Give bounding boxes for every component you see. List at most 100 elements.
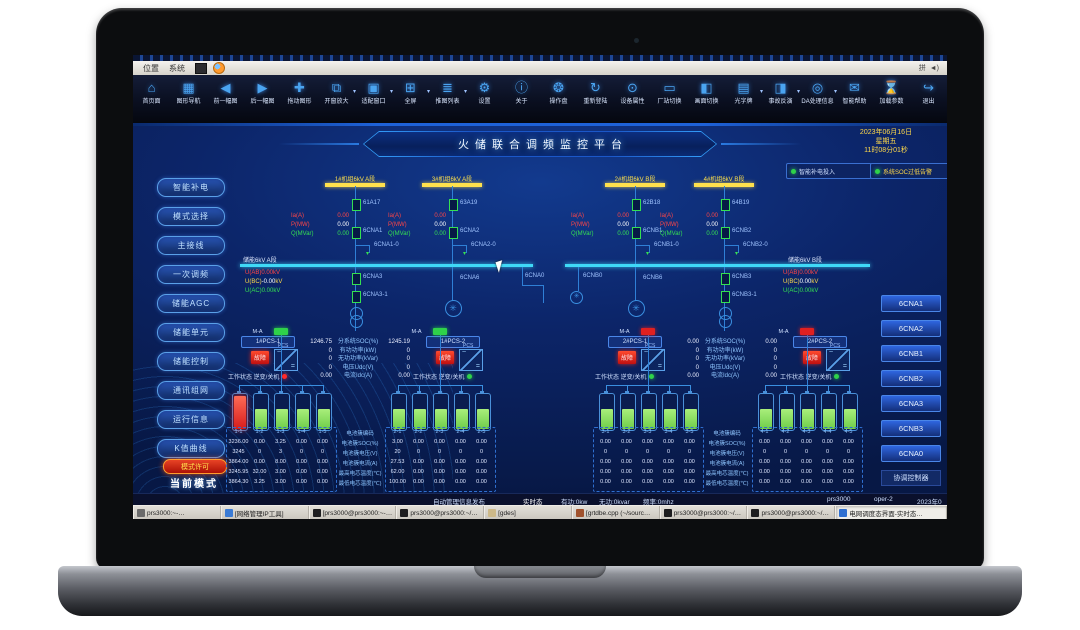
switch-state-box[interactable] (273, 328, 288, 335)
battery-cell[interactable] (640, 391, 657, 431)
battery-cell[interactable] (619, 391, 636, 431)
toolbar-button-da-info[interactable]: ◎ DA处理信息 ▾ (799, 75, 837, 123)
toolbar-button-light-board[interactable]: ▤ 光字牌 ▾ (725, 75, 763, 123)
chevron-down-icon[interactable]: ▾ (426, 89, 430, 95)
chevron-down-icon[interactable]: ▾ (352, 89, 356, 95)
toolbar-button-station-switch[interactable]: ▭ 厂站切换 (651, 75, 688, 123)
chevron-down-icon[interactable]: ▾ (759, 89, 763, 95)
battery-cell[interactable] (778, 391, 795, 431)
indicator-1[interactable]: 系统SOC过低告警 (870, 163, 947, 179)
pcs-converter-icon[interactable]: ~ = (826, 349, 850, 371)
taskbar-item-7[interactable]: prs3000@prs3000:~/… (747, 506, 836, 519)
unit-button-6CNA2[interactable]: 6CNA2 (881, 320, 941, 337)
mode-permission-badge[interactable]: 模式许可 (163, 459, 227, 474)
toolbar-button-home[interactable]: ⌂ 首页面 (133, 75, 170, 123)
toolbar-button-load-params[interactable]: ⌛ 加载参数 (873, 75, 910, 123)
battery-cell[interactable] (315, 391, 332, 431)
toolbar-button-operation-panel[interactable]: ❂ 操作盘 (540, 75, 577, 123)
sidebar-item-7[interactable]: 储能控制 (157, 352, 225, 371)
sidebar-item-3[interactable]: 主接线 (157, 236, 225, 255)
breaker-symbol[interactable] (631, 199, 641, 211)
battery-cell[interactable] (820, 391, 837, 431)
unit-button-6CNA3[interactable]: 6CNA3 (881, 395, 941, 412)
sidebar-item-6[interactable]: 储能单元 (157, 323, 225, 342)
unit-button-6CNB2[interactable]: 6CNB2 (881, 370, 941, 387)
battery-cell[interactable] (273, 391, 290, 431)
toolbar-button-smart-help[interactable]: ✉ 智能帮助 (836, 75, 873, 123)
toolbar-button-prev-view[interactable]: ◀ 前一幅图 (207, 75, 244, 123)
chevron-down-icon[interactable]: ▾ (463, 89, 467, 95)
toolbar-button-incident-replay[interactable]: ◨ 事故反演 ▾ (762, 75, 800, 123)
sidebar-item-5[interactable]: 储能AGC (157, 294, 225, 313)
breaker-symbol[interactable] (448, 227, 458, 239)
switch-state-box[interactable] (799, 328, 814, 335)
chevron-down-icon[interactable]: ▾ (833, 89, 837, 95)
toolbar-button-fullscreen[interactable]: ⊞ 全屏 ▾ (392, 75, 430, 123)
sidebar-item-2[interactable]: 模式选择 (157, 207, 225, 226)
taskbar-item-3[interactable]: prs3000@prs3000:~/… (396, 506, 485, 519)
breaker-symbol[interactable] (351, 227, 361, 239)
toolbar-button-device-props[interactable]: ⊙ 设备属性 (614, 75, 651, 123)
coordination-controller-label[interactable]: 协调控制器 (881, 470, 941, 486)
unit-button-6CNA0[interactable]: 6CNA0 (881, 445, 941, 462)
breaker-symbol[interactable] (720, 227, 730, 239)
battery-cell[interactable] (757, 391, 774, 431)
toolbar-button-fit-window[interactable]: ▣ 适配窗口 ▾ (355, 75, 393, 123)
pcs-converter-icon[interactable]: ~ = (641, 349, 665, 371)
battery-cell[interactable] (390, 391, 407, 431)
taskbar-item-1[interactable]: [网络管理IP工具] (220, 506, 309, 519)
toolbar-button-exit[interactable]: ↪ 退出 (910, 75, 947, 123)
menu-places[interactable]: 位置 (143, 63, 159, 73)
breaker-symbol[interactable] (720, 291, 730, 303)
taskbar-item-8[interactable]: 电网调度态界面-实时态… (835, 506, 947, 519)
battery-cell-alarm[interactable] (231, 391, 248, 431)
volume-icon[interactable]: ◄) (929, 64, 939, 72)
battery-cell[interactable] (453, 391, 470, 431)
toolbar-button-zoom-window[interactable]: ⧉ 开窗放大 ▾ (318, 75, 356, 123)
unit-button-6CNB3[interactable]: 6CNB3 (881, 420, 941, 437)
input-method-indicator[interactable]: 拼 (918, 65, 926, 72)
browser-launcher-icon[interactable] (213, 62, 225, 74)
taskbar-item-2[interactable]: [prs3000@prs3000:~-… (308, 506, 397, 519)
battery-cell[interactable] (799, 391, 816, 431)
pcs-converter-icon[interactable]: ~ = (274, 349, 298, 371)
battery-cell[interactable] (598, 391, 615, 431)
toolbar-button-relogin[interactable]: ↻ 重新登陆 (577, 75, 614, 123)
taskbar-item-4[interactable]: [gdes] (484, 506, 572, 519)
toolbar-button-view-list[interactable]: ≣ 推图列表 ▾ (429, 75, 467, 123)
breaker-symbol[interactable] (720, 273, 730, 285)
toolbar-button-about[interactable]: ⓘ 关于 (503, 75, 540, 123)
breaker-symbol[interactable] (448, 199, 458, 211)
breaker-symbol[interactable] (720, 199, 730, 211)
breaker-symbol[interactable] (631, 227, 641, 239)
taskbar-item-0[interactable]: prs3000:~-… (133, 506, 221, 519)
unit-button-6CNA1[interactable]: 6CNA1 (881, 295, 941, 312)
battery-cell[interactable] (411, 391, 428, 431)
battery-cell[interactable] (294, 391, 311, 431)
battery-cell[interactable] (474, 391, 491, 431)
battery-cell[interactable] (252, 391, 269, 431)
sidebar-item-4[interactable]: 一次调频 (157, 265, 225, 284)
sidebar-item-9[interactable]: 运行信息 (157, 410, 225, 429)
breaker-symbol[interactable] (351, 199, 361, 211)
toolbar-button-settings[interactable]: ⚙ 设置 (466, 75, 503, 123)
switch-state-box[interactable] (640, 328, 655, 335)
sidebar-item-8[interactable]: 通讯组网 (157, 381, 225, 400)
toolbar-button-pan[interactable]: ✚ 拖动图形 (281, 75, 318, 123)
unit-button-6CNB1[interactable]: 6CNB1 (881, 345, 941, 362)
pcs-converter-icon[interactable]: ~ = (459, 349, 483, 371)
indicator-0[interactable]: 智能补电投入 (786, 163, 872, 179)
battery-cell[interactable] (661, 391, 678, 431)
toolbar-button-next-view[interactable]: ▶ 后一幅图 (244, 75, 281, 123)
breaker-symbol[interactable] (351, 273, 361, 285)
battery-cell[interactable] (432, 391, 449, 431)
taskbar-item-5[interactable]: [grtdbe.cpp (~/sourc… (571, 506, 660, 519)
switch-state-box[interactable] (432, 328, 447, 335)
system-tray[interactable]: 拼 ◄) (919, 63, 939, 73)
toolbar-button-graph-nav[interactable]: ▦ 图形导航 (170, 75, 207, 123)
taskbar-item-6[interactable]: prs3000@prs3000:~/… (659, 506, 748, 519)
battery-cell[interactable] (841, 391, 858, 431)
toolbar-button-screen-switch[interactable]: ◧ 画面切换 (688, 75, 725, 123)
chevron-down-icon[interactable]: ▾ (389, 89, 393, 95)
sidebar-item-10[interactable]: K值曲线 (157, 439, 225, 458)
